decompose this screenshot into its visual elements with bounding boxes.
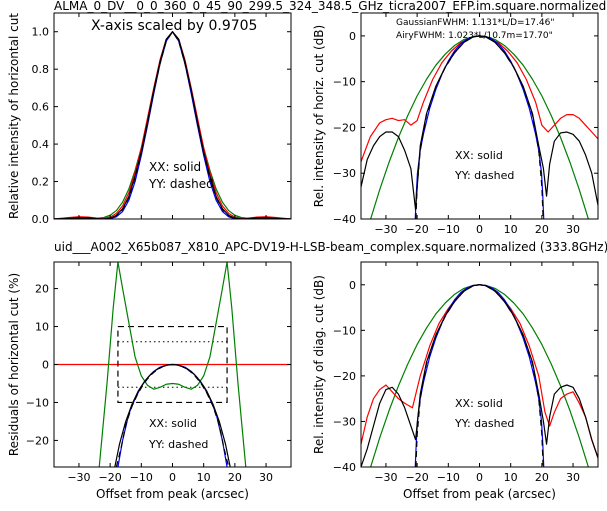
- y-tick-label: 0: [349, 279, 356, 292]
- annotation-text: XX: solid: [149, 417, 197, 430]
- x-tick-label: 20: [535, 223, 549, 236]
- figure-title: ALMA_0_DV__0_0_360_0_45_90_299.5_324_348…: [54, 0, 606, 13]
- x-axis-label: Offset from peak (arcsec): [403, 487, 556, 501]
- y-tick-label: 0.6: [32, 101, 50, 114]
- y-tick-label: −40: [333, 213, 356, 226]
- y-tick-label: 0: [42, 359, 49, 372]
- annotation-text: YY: dashed: [454, 169, 514, 182]
- series-line-black-dashed: [115, 363, 230, 467]
- series-group: [361, 284, 598, 467]
- x-tick-label: −10: [437, 223, 460, 236]
- annotation-text: XX: solid: [455, 397, 503, 410]
- x-tick-label: −30: [374, 223, 397, 236]
- y-tick-label: −10: [26, 396, 49, 409]
- series-line-black-solid: [114, 363, 231, 467]
- x-tick-label: −30: [374, 471, 397, 484]
- x-tick-label: 0: [476, 471, 483, 484]
- x-tick-label: −10: [437, 471, 460, 484]
- series-line-green-solid: [98, 262, 247, 467]
- series-group: [361, 35, 598, 219]
- series-line-black-solid: [361, 284, 598, 467]
- y-tick-label: −20: [333, 370, 356, 383]
- series-line-green-solid: [370, 35, 589, 219]
- x-tick-label: 0: [169, 471, 176, 484]
- y-tick-label: −10: [333, 76, 356, 89]
- x-tick-label: 30: [566, 223, 580, 236]
- series-line-blue-solid: [117, 363, 228, 467]
- y-tick-label: −40: [333, 461, 356, 474]
- annotation-text: X-axis scaled by 0.9705: [91, 18, 257, 34]
- x-tick-label: 30: [566, 471, 580, 484]
- series-group: [54, 262, 291, 467]
- x-tick-label: −30: [67, 471, 90, 484]
- y-tick-label: 0.2: [32, 176, 50, 189]
- y-axis-label: Rel. intensity of horiz. cut (dB): [312, 25, 326, 207]
- y-axis-label: Relative intensity of horizontal cut: [7, 13, 21, 219]
- series-line-blue-solid: [414, 35, 545, 219]
- annotation-text: XX: solid: [455, 149, 503, 162]
- x-tick-label: −20: [99, 471, 122, 484]
- y-tick-label: −30: [333, 167, 356, 180]
- series-line-blue-solid: [414, 284, 545, 467]
- x-tick-label: 0: [476, 223, 483, 236]
- x-tick-label: 30: [259, 471, 273, 484]
- x-tick-label: −20: [406, 471, 429, 484]
- y-tick-label: 0: [349, 30, 356, 43]
- y-tick-label: 0.4: [32, 138, 50, 151]
- y-tick-label: −30: [333, 415, 356, 428]
- annotation-text: XX: solid: [149, 160, 201, 174]
- panel-p3: −30 −20 −10 0 10 20 30 −20 −10 0 10 20 Residuals of …: [7, 261, 292, 501]
- x-tick-label: −10: [130, 471, 153, 484]
- y-axis-label: Residuals of horizontal cut (%): [7, 273, 21, 456]
- x-tick-label: 10: [504, 223, 518, 236]
- y-tick-label: 20: [35, 283, 49, 296]
- panel-p4: −30 −20 −10 0 10 20 30 −40 −30 −20 −10 0 Rel. intens…: [312, 261, 599, 501]
- annotation-text: YY: dashed: [454, 417, 514, 430]
- panels-layer: 0.0 0.2 0.4 0.6 0.8 1.0 Relative intensity of …: [7, 12, 599, 501]
- series-line-black-dashed: [54, 31, 291, 219]
- y-tick-label: 1.0: [32, 26, 50, 39]
- y-axis-label: Rel. intensity of diag. cut (dB): [312, 275, 326, 454]
- x-tick-label: 20: [228, 471, 242, 484]
- y-tick-label: 0.8: [32, 63, 50, 76]
- panel-p2: −30 −20 −10 0 10 20 30 −40 −30 −20 −10 0 Rel. intens…: [312, 12, 599, 236]
- figure-subtitle: uid___A002_X65b087_X810_APC-DV19-H-LSB-b…: [54, 240, 607, 254]
- y-tick-label: −20: [26, 434, 49, 447]
- x-tick-label: 20: [535, 471, 549, 484]
- annotation-text: YY: dashed: [148, 177, 214, 191]
- plot-frame: [360, 261, 599, 468]
- series-line-black-dashed: [415, 284, 544, 467]
- series-line-black-dashed: [117, 325, 228, 404]
- y-tick-label: 10: [35, 321, 49, 334]
- annotation-text: YY: dashed: [148, 438, 208, 451]
- annotation-text: GaussianFWHM: 1.131*L/D=17.46": [396, 18, 554, 28]
- x-tick-label: −20: [406, 223, 429, 236]
- plot-frame: [360, 12, 599, 220]
- annotation-text: AiryFWHM: 1.023*L/10.7m=17.70": [396, 31, 553, 41]
- x-tick-label: 10: [504, 471, 518, 484]
- x-tick-label: 10: [197, 471, 211, 484]
- x-axis-label: Offset from peak (arcsec): [96, 487, 249, 501]
- series-line-black-solid: [361, 35, 598, 211]
- panel-p1: 0.0 0.2 0.4 0.6 0.8 1.0 Relative intensity of …: [7, 12, 292, 226]
- series-line-red-solid: [361, 284, 598, 459]
- y-tick-label: −20: [333, 121, 356, 134]
- y-tick-label: −10: [333, 324, 356, 337]
- y-tick-label: 0.0: [32, 213, 50, 226]
- series-line-black-dashed: [415, 35, 544, 219]
